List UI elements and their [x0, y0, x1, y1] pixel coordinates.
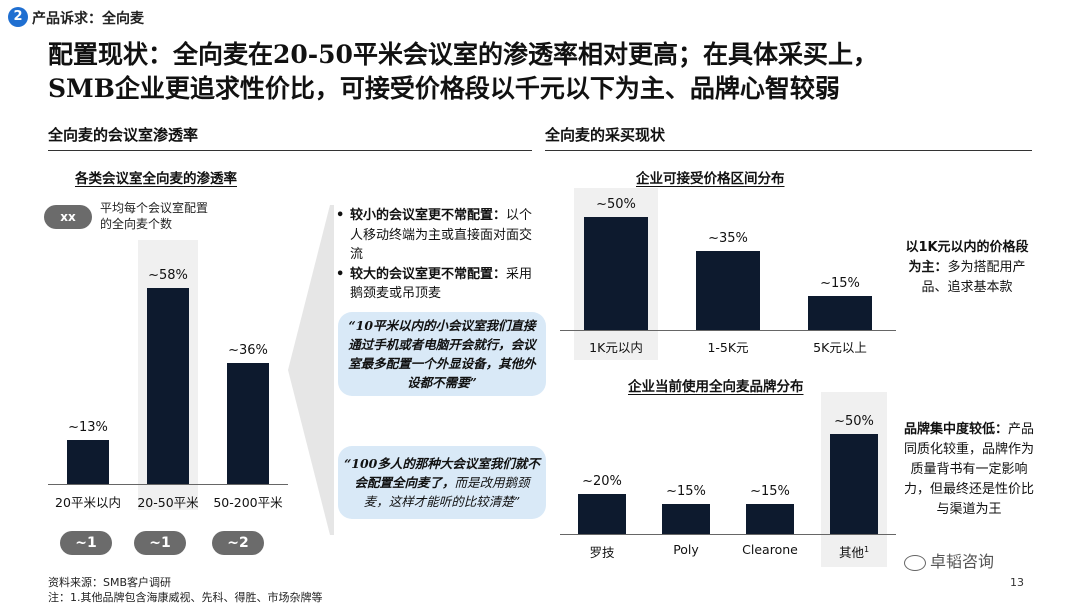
page-number: 13: [1010, 576, 1024, 589]
category-label: 5K元以上: [813, 340, 867, 355]
category-label: 50-200平米: [213, 495, 283, 510]
x-axis: [560, 330, 896, 331]
category-label: 20-50平米: [137, 495, 199, 510]
quote-small-room: “10平米以内的小会议室我们直接通过手机或者电脑开会就行，会议室最多配置一个外显…: [338, 312, 546, 396]
data-label: ~58%: [148, 268, 188, 284]
pill-3: ~2: [212, 531, 264, 555]
source-note: 资料来源：SMB客户调研: [48, 576, 172, 589]
price-chart-title: 企业可接受价格区间分布: [636, 171, 785, 187]
bullet-large-rooms: 较大的会议室更不常配置：采用鹅颈麦或吊顶麦: [336, 265, 536, 304]
callout-chevron: [288, 205, 334, 535]
category-label: Clearone: [742, 542, 798, 557]
category-label: 1K元以内: [589, 340, 643, 355]
data-label: ~50%: [596, 196, 636, 212]
pill-1: ~1: [60, 531, 112, 555]
footnote-marker: 1: [863, 544, 870, 554]
penetration-chart-title: 各类会议室全向麦的渗透率: [75, 171, 237, 187]
page-title: 配置现状：全向麦在20-50平米会议室的渗透率相对更高；在具体采买上， SMB企…: [48, 38, 1048, 106]
data-label: ~35%: [708, 230, 748, 246]
data-label: ~15%: [820, 276, 860, 291]
section-number-badge: 2: [8, 7, 28, 27]
bar: [584, 216, 648, 330]
brand-note: 品牌集中度较低：产品同质化较重，品牌作为质量背书有一定影响力，但最终还是性价比与…: [903, 422, 1035, 517]
bar: [696, 250, 760, 330]
legend-pill: xx: [44, 205, 92, 229]
bar: [662, 504, 710, 534]
bar: [808, 296, 872, 330]
category-label: 20平米以内: [55, 495, 121, 510]
bar: [147, 288, 189, 484]
category-label: 其他1: [838, 544, 870, 560]
bar: [67, 440, 109, 484]
brand-chart-title: 企业当前使用全向麦品牌分布: [628, 379, 804, 395]
data-label: ~20%: [582, 474, 622, 489]
penetration-chart: ~13% 20平米以内 ~58% 20-50平米 ~36% 50-200平米: [48, 240, 288, 540]
category-label: Poly: [673, 542, 699, 557]
bar: [746, 504, 794, 534]
data-label: ~15%: [750, 484, 790, 499]
x-axis: [560, 534, 896, 535]
right-column-rule: [545, 150, 1032, 151]
bullet-small-rooms: 较小的会议室更不常配置：以个人移动终端为主或直接面对面交流: [336, 206, 536, 265]
legend-description: 平均每个会议室配置 的全向麦个数: [100, 201, 209, 231]
explanation-bullets: 较小的会议室更不常配置：以个人移动终端为主或直接面对面交流 较大的会议室更不常配…: [336, 206, 536, 304]
price-chart: ~50% 1K元以内 ~35% 1-5K元 ~15% 5K元以上: [560, 188, 896, 360]
quote-large-room: “100多人的那种大会议室我们就不会配置全向麦了，而是改用鹅颈麦，这样才能听的比…: [338, 446, 546, 519]
brand-chart: ~20% 罗技 ~15% Poly ~15% Clearone ~50% 其他1: [560, 392, 896, 567]
data-label: ~36%: [228, 342, 268, 358]
price-note: 以1K元以内的价格段为主：多为搭配用产品、追求基本款: [905, 240, 1029, 295]
data-label: ~15%: [666, 484, 706, 499]
data-label: ~13%: [68, 420, 108, 436]
category-label: 1-5K元: [707, 340, 749, 355]
headline-line-1: 配置现状：全向麦在20-50平米会议室的渗透率相对更高；在具体采买上，: [48, 40, 878, 69]
wechat-icon: [904, 554, 926, 571]
x-axis: [48, 484, 288, 485]
left-column-rule: [48, 150, 532, 151]
headline-line-2: SMB企业更追求性价比，可接受价格段以千元以下为主、品牌心智较弱: [48, 74, 840, 103]
watermark: 卓韬咨询: [904, 548, 994, 572]
section-label: 产品诉求：全向麦: [32, 11, 144, 27]
right-column-title: 全向麦的采买现状: [545, 126, 666, 144]
pill-2: ~1: [134, 531, 186, 555]
bar: [578, 494, 626, 534]
bar: [227, 362, 269, 484]
footnote: 注：1.其他品牌包含海康威视、先科、得胜、市场杂牌等: [48, 591, 323, 604]
data-label: ~50%: [834, 414, 874, 429]
bar: [830, 434, 878, 534]
left-column-title: 全向麦的会议室渗透率: [48, 126, 199, 144]
category-label: 罗技: [589, 545, 615, 560]
